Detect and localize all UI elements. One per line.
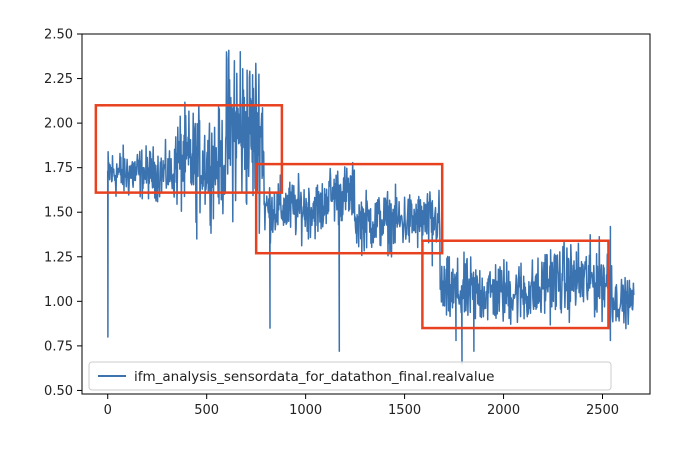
x-tick-label: 2000 bbox=[487, 403, 520, 418]
highlight-boxes bbox=[94, 104, 610, 330]
highlight-box bbox=[94, 104, 284, 194]
x-tick-label: 1000 bbox=[289, 403, 322, 418]
x-axis: 0 500 1000 1500 2000 2500 bbox=[104, 394, 619, 418]
x-tick-label: 2500 bbox=[586, 403, 619, 418]
y-tick-label: 2.25 bbox=[44, 72, 73, 87]
plot-frame bbox=[81, 33, 651, 395]
series-line bbox=[106, 49, 635, 365]
y-tick-label: 2.50 bbox=[44, 28, 73, 43]
y-tick-label: 1.75 bbox=[44, 161, 73, 176]
legend: ifm_analysis_sensordata_for_datathon_fin… bbox=[88, 361, 612, 391]
y-tick-label: 2.00 bbox=[44, 117, 73, 132]
x-tick-label: 0 bbox=[104, 403, 112, 418]
y-tick-label: 0.75 bbox=[44, 339, 73, 354]
x-tick-label: 1500 bbox=[388, 403, 421, 418]
legend-entry: ifm_analysis_sensordata_for_datathon_fin… bbox=[134, 369, 494, 385]
y-tick-label: 1.00 bbox=[44, 295, 73, 310]
highlight-box bbox=[254, 162, 444, 255]
x-tick-label: 500 bbox=[194, 403, 219, 418]
y-axis: 0.50 0.75 1.00 1.25 1.50 1.75 2.00 2.25 2.50 bbox=[44, 28, 82, 399]
y-tick-label: 1.50 bbox=[44, 206, 73, 221]
y-tick-label: 1.25 bbox=[44, 250, 73, 265]
legend-box bbox=[88, 361, 612, 391]
series-layer bbox=[106, 49, 635, 365]
y-tick-label: 0.50 bbox=[44, 384, 73, 399]
highlight-box bbox=[421, 239, 610, 330]
